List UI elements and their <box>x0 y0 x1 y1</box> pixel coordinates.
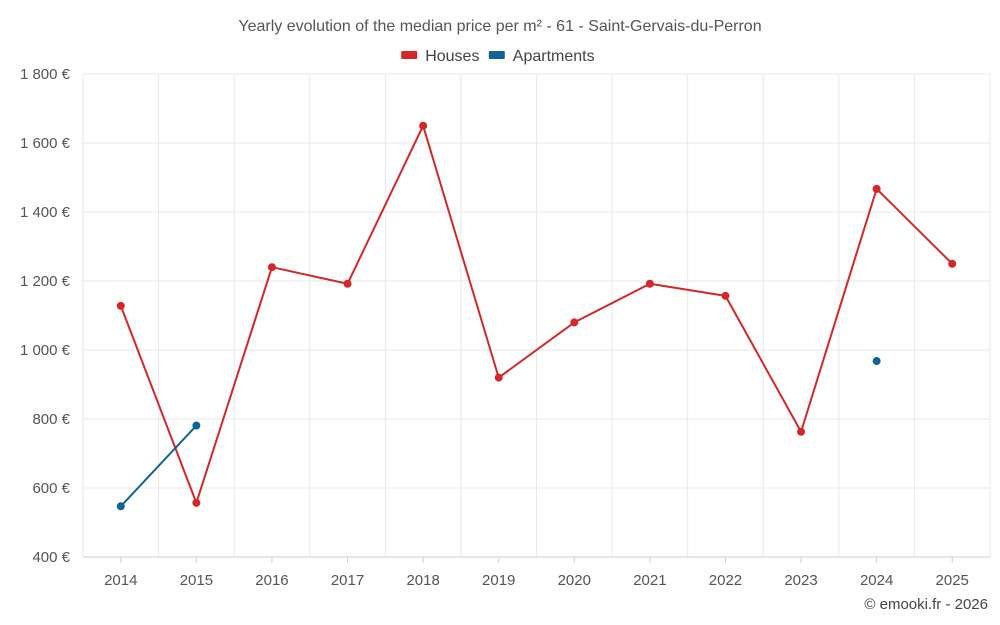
series-line <box>119 124 953 504</box>
y-tick-label: 1 200 € <box>20 273 71 290</box>
x-tick-label: 2017 <box>331 572 364 589</box>
y-tick-label: 400 € <box>32 549 70 566</box>
series-apartments <box>116 357 881 511</box>
y-tick-label: 800 € <box>32 411 70 428</box>
y-tick-label: 1 800 € <box>20 66 71 83</box>
grid <box>82 73 991 557</box>
legend-swatch <box>401 51 418 59</box>
series-houses <box>116 121 957 507</box>
data-point[interactable] <box>419 121 428 130</box>
data-point[interactable] <box>494 373 503 382</box>
legend: Houses Apartments <box>401 48 595 65</box>
chart-title: Yearly evolution of the median price per… <box>238 18 761 35</box>
credit-text: © emooki.fr - 2026 <box>864 596 988 613</box>
x-tick-label: 2014 <box>104 572 137 589</box>
data-point[interactable] <box>267 263 276 272</box>
y-tick-label: 1 400 € <box>20 204 71 221</box>
y-tick-label: 1 000 € <box>20 342 71 359</box>
axes: 400 € 600 € 800 € 1 000 € 1 200 € 1 400 € 1 60… <box>20 66 990 589</box>
series-line <box>120 424 198 507</box>
x-tick-label: 2018 <box>406 572 439 589</box>
x-tick-label: 2021 <box>633 572 666 589</box>
data-point[interactable] <box>872 184 881 193</box>
data-point[interactable] <box>343 279 352 288</box>
data-point[interactable] <box>570 318 579 327</box>
data-point[interactable] <box>192 498 201 507</box>
data-point[interactable] <box>192 421 201 430</box>
x-tick-label: 2025 <box>936 572 969 589</box>
x-tick-label: 2024 <box>860 572 893 589</box>
data-point[interactable] <box>116 502 125 511</box>
data-point[interactable] <box>948 259 957 268</box>
x-tick-label: 2016 <box>255 572 288 589</box>
legend-label[interactable]: Apartments <box>513 48 595 65</box>
series-layer <box>116 121 957 511</box>
y-tick-label: 600 € <box>32 480 70 497</box>
x-tick-label: 2022 <box>709 572 742 589</box>
legend-swatch <box>488 51 505 59</box>
data-point[interactable] <box>645 279 654 288</box>
data-point[interactable] <box>872 357 881 366</box>
legend-label[interactable]: Houses <box>425 48 479 65</box>
data-point[interactable] <box>721 291 730 300</box>
data-point[interactable] <box>797 427 806 436</box>
x-tick-label: 2020 <box>558 572 591 589</box>
x-tick-label: 2023 <box>784 572 817 589</box>
x-tick-label: 2015 <box>180 572 213 589</box>
x-tick-label: 2019 <box>482 572 515 589</box>
data-point[interactable] <box>116 301 125 310</box>
y-tick-label: 1 600 € <box>20 135 71 152</box>
